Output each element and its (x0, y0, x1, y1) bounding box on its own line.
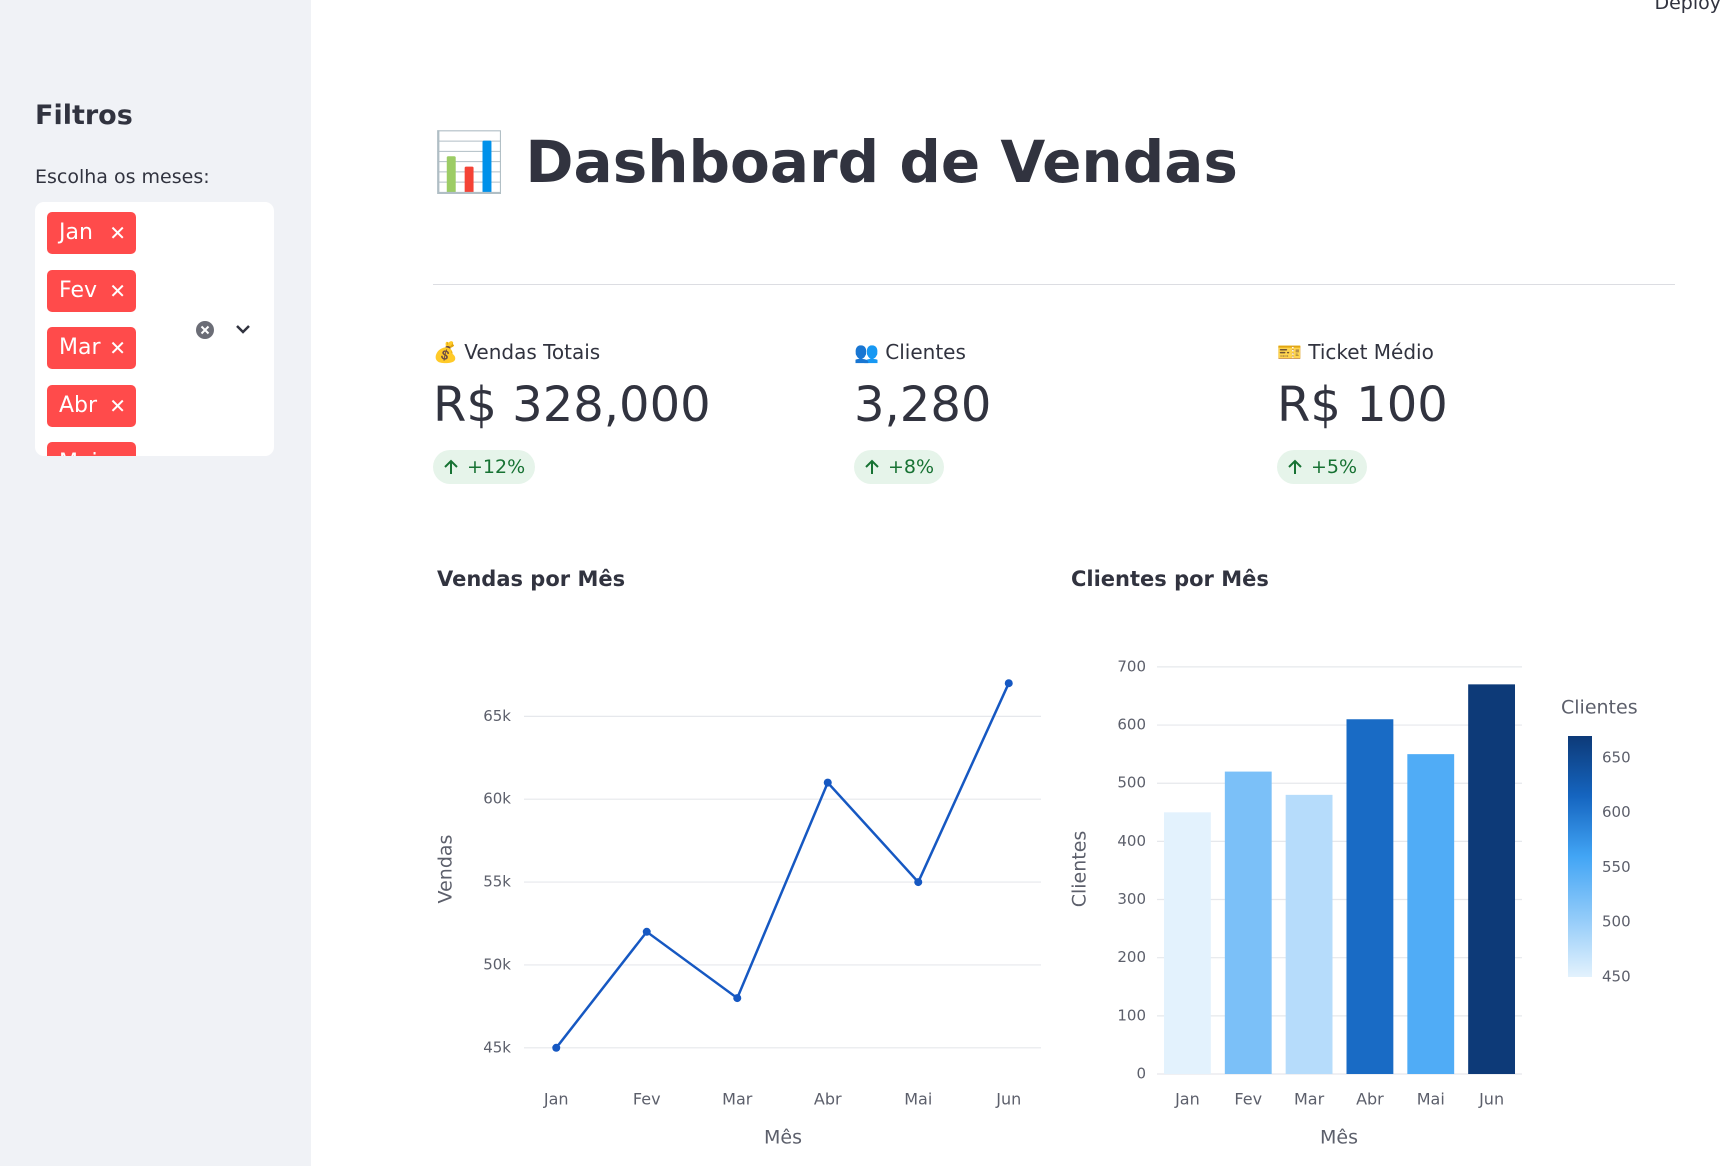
x-axis-title: Mês (764, 1127, 802, 1149)
month-tag[interactable]: Fev ✕ (47, 269, 136, 312)
tag-remove: ✕ (109, 221, 126, 245)
x-tick-label: Jan (543, 1090, 569, 1109)
y-axis-title: Clientes (1069, 831, 1091, 908)
x-tick-label: Mar (1294, 1090, 1325, 1109)
bar (1163, 812, 1211, 1074)
colorbar-tick-label: 650 (1602, 748, 1631, 766)
x-tick-label: Jan (1174, 1090, 1200, 1109)
bar (1407, 754, 1455, 1074)
bar (1468, 684, 1516, 1074)
y-tick-label: 700 (1117, 657, 1146, 675)
x-tick-label: Jun (1478, 1090, 1504, 1109)
x-tick-label: Fev (633, 1090, 661, 1109)
point (552, 1043, 561, 1052)
x-tick-label: Abr (1356, 1090, 1384, 1109)
page-title: 📊 Dashboard de Vendas (433, 128, 1238, 196)
metric-value: R$ 100 (1277, 377, 1448, 433)
deploy-button[interactable]: Deploy (1654, 0, 1721, 14)
y-tick-label: 200 (1117, 948, 1146, 966)
divider (433, 284, 1675, 285)
colorbar-tick-label: 550 (1602, 858, 1631, 876)
y-tick-label: 300 (1117, 890, 1146, 908)
point (914, 878, 923, 887)
metric-label: 💰 Vendas Totais (433, 340, 601, 364)
bar (1346, 719, 1394, 1074)
y-axis-title: Vendas (435, 835, 457, 904)
select-controls[interactable] (195, 320, 255, 340)
y-tick-label: 65k (483, 707, 511, 725)
metric-label: 👥 Clientes (854, 340, 966, 364)
x-tick-label: Mar (722, 1090, 753, 1109)
colorbar-tick-label: 600 (1602, 803, 1631, 821)
tag-remove: ✕ (109, 393, 126, 418)
colorbar-tick-label: 450 (1602, 968, 1631, 986)
metric-delta: +12% (433, 450, 536, 484)
multiselect[interactable]: Jan✕ Fev✕ Mar✕ Abr✕ Mai✕ (35, 202, 274, 456)
tag-remove: ✕ (109, 336, 126, 360)
y-tick-label: 400 (1117, 832, 1146, 850)
metric-label: 🎫 Ticket Médio (1277, 340, 1434, 364)
y-tick-label: 100 (1117, 1006, 1146, 1024)
line (555, 682, 1010, 1049)
x-axis-title: Mês (1320, 1127, 1358, 1149)
tag-remove: ✕ (109, 278, 126, 303)
y-tick-label: 0 (1136, 1065, 1146, 1083)
sidebar-title: Filtros (35, 100, 133, 131)
metric-delta: +8% (854, 450, 945, 484)
y-tick-label: 500 (1117, 774, 1146, 792)
y-tick-label: 60k (483, 790, 511, 808)
y-tick-label: 45k (483, 1038, 511, 1056)
x-tick-label: Mai (1417, 1090, 1445, 1109)
delta-arrow (1288, 459, 1302, 474)
multiselect-label: Escolha os meses: (35, 166, 210, 188)
bar (1224, 771, 1272, 1074)
sidebar: Filtros Escolha os meses: Jan ✕ Fev ✕ Mar ✕ Ab… (0, 0, 311, 1166)
tag-remove: ✕ (109, 442, 126, 456)
colorbar (1568, 736, 1592, 977)
point (733, 994, 742, 1003)
metric-value: R$ 328,000 (433, 377, 711, 433)
colorbar-tick-label: 500 (1602, 913, 1631, 931)
month-tag[interactable]: Jan ✕ (47, 212, 136, 254)
x-tick-label: Fev (1234, 1090, 1262, 1109)
delta-arrow (444, 459, 458, 474)
y-tick-label: 600 (1117, 716, 1146, 734)
point (1004, 679, 1013, 688)
y-tick-label: 50k (483, 955, 511, 973)
point (823, 778, 832, 787)
month-tag[interactable]: Mai✕ (47, 442, 136, 456)
month-tag[interactable]: Mar ✕ (47, 327, 136, 369)
metric-delta: +5% (1277, 450, 1368, 484)
delta-arrow (865, 459, 879, 474)
x-tick-label: Mai (904, 1090, 932, 1109)
metric-value: 3,280 (854, 377, 992, 433)
colorbar-title: Clientes (1561, 697, 1638, 719)
x-tick-label: Abr (814, 1090, 842, 1109)
y-tick-label: 55k (483, 873, 511, 891)
chart-title: Vendas por Mês (437, 567, 625, 591)
point (642, 927, 651, 936)
bar (1285, 794, 1333, 1074)
x-tick-label: Jun (995, 1090, 1021, 1109)
month-tag[interactable]: Abr ✕ (47, 384, 136, 427)
chart-title: Clientes por Mês (1071, 567, 1269, 591)
